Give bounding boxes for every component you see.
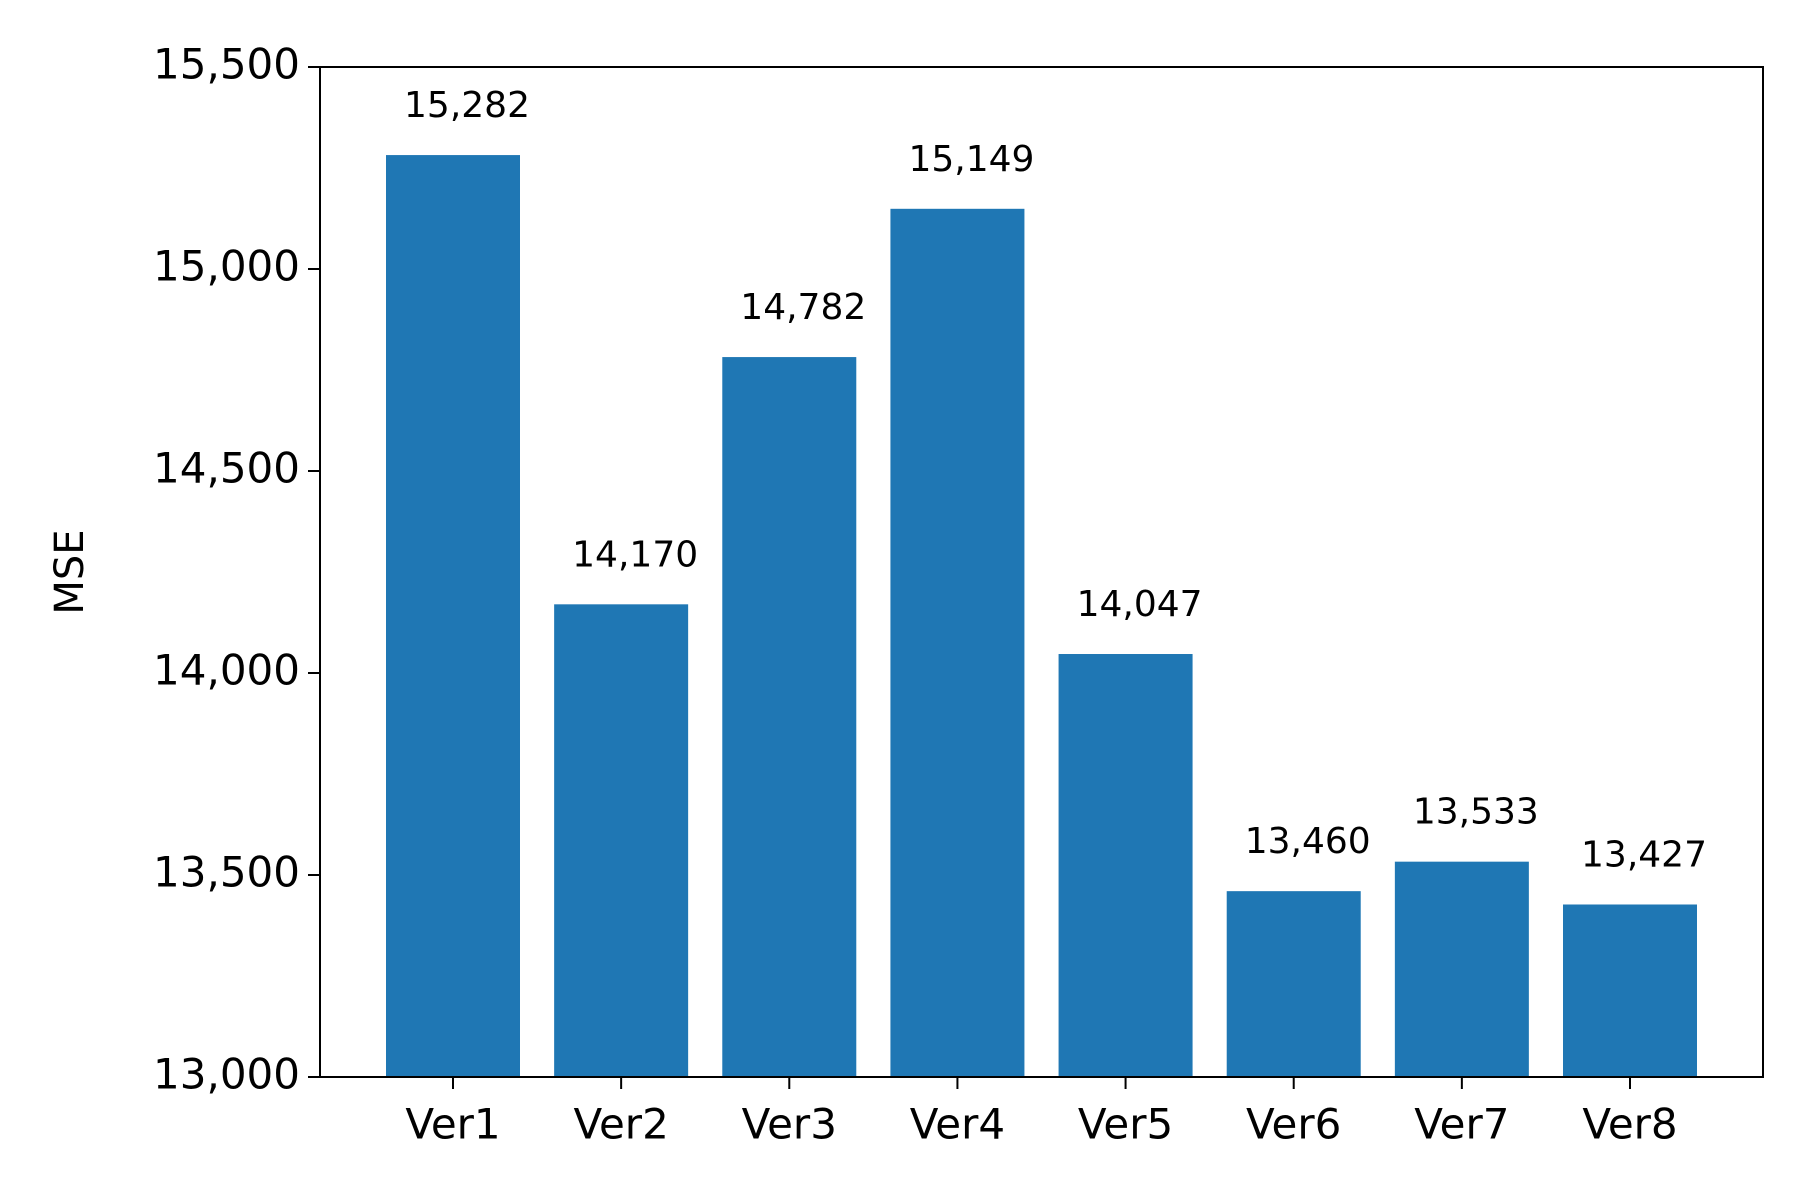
y-tick-label: 14,500 bbox=[153, 444, 300, 493]
bar bbox=[1058, 654, 1193, 1077]
bar bbox=[1226, 891, 1361, 1077]
bar bbox=[554, 604, 689, 1077]
bar bbox=[1394, 861, 1529, 1077]
value-label: 13,427 bbox=[1581, 834, 1707, 875]
x-tick-label: Ver7 bbox=[1414, 1100, 1509, 1149]
y-tick-label: 13,000 bbox=[153, 1050, 300, 1099]
x-tick-label: Ver2 bbox=[573, 1100, 668, 1149]
value-label: 15,282 bbox=[404, 85, 530, 126]
value-label: 14,170 bbox=[572, 534, 698, 575]
y-tick-label: 15,000 bbox=[153, 242, 300, 291]
bar bbox=[722, 357, 857, 1077]
x-tick-label: Ver1 bbox=[405, 1100, 500, 1149]
x-tick-label: Ver6 bbox=[1246, 1100, 1341, 1149]
x-tick-label: Ver3 bbox=[742, 1100, 837, 1149]
bar bbox=[1563, 904, 1697, 1077]
value-label: 13,533 bbox=[1413, 792, 1539, 833]
y-tick-label: 15,500 bbox=[153, 40, 300, 89]
value-label: 15,149 bbox=[908, 139, 1034, 180]
y-tick-label: 13,500 bbox=[153, 848, 300, 897]
value-label: 14,782 bbox=[740, 287, 866, 328]
bar bbox=[386, 155, 520, 1077]
value-label: 14,047 bbox=[1077, 584, 1203, 625]
y-tick-label: 14,000 bbox=[153, 646, 300, 695]
bar bbox=[890, 208, 1025, 1077]
plot-frame bbox=[319, 66, 1764, 1078]
x-tick-label: Ver8 bbox=[1582, 1100, 1677, 1149]
y-axis-title: MSE bbox=[47, 529, 93, 614]
x-tick-label: Ver5 bbox=[1078, 1100, 1173, 1149]
value-label: 13,460 bbox=[1245, 821, 1371, 862]
x-tick-label: Ver4 bbox=[910, 1100, 1005, 1149]
